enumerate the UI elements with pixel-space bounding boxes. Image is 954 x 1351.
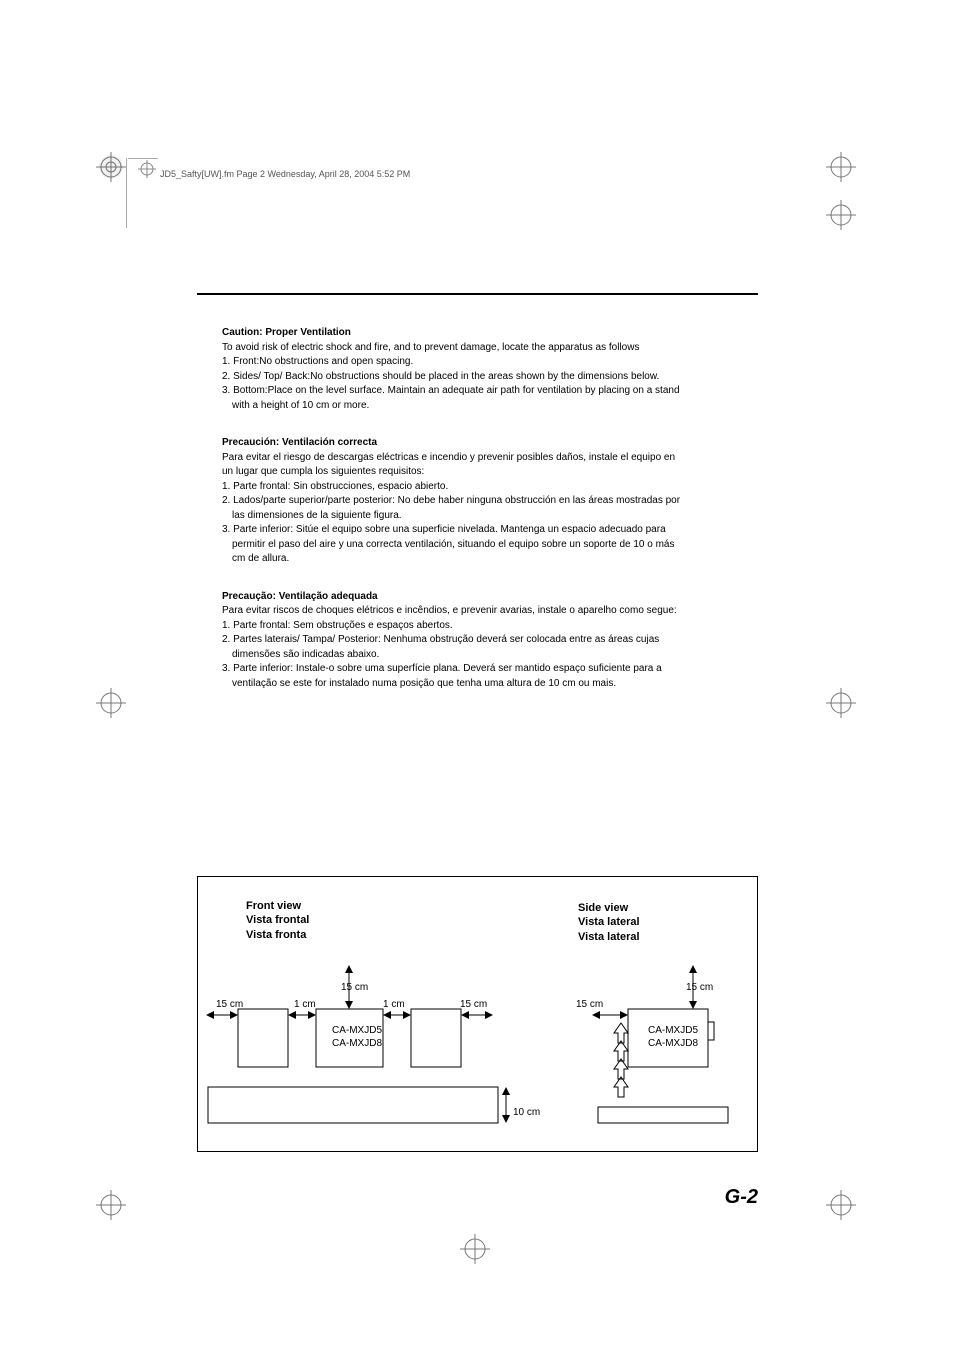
content-area: Caution: Proper Ventilation To avoid ris… bbox=[222, 326, 742, 714]
registration-mark-icon bbox=[826, 688, 856, 718]
registration-mark-icon bbox=[826, 200, 856, 230]
pt-item1: 1. Parte frontal: Sem obstruções e espaç… bbox=[222, 619, 742, 633]
front-view-title: Front view Vista frontal Vista fronta bbox=[246, 899, 309, 942]
side-view-title: Side view Vista lateral Vista lateral bbox=[578, 901, 640, 944]
registration-mark-icon bbox=[96, 688, 126, 718]
en-item3a: 3. Bottom:Place on the level surface. Ma… bbox=[222, 384, 742, 398]
diagram-svg bbox=[198, 947, 759, 1153]
es-item1: 1. Parte frontal: Sin obstrucciones, esp… bbox=[222, 480, 742, 494]
section-spanish: Precaución: Ventilación correcta Para ev… bbox=[222, 436, 742, 566]
es-item2b: las dimensiones de la siguiente figura. bbox=[222, 509, 742, 523]
es-intro2: un lugar que cumpla los siguientes requi… bbox=[222, 465, 742, 479]
pt-item2a: 2. Partes laterais/ Tampa/ Posterior: Ne… bbox=[222, 633, 742, 647]
es-intro1: Para evitar el riesgo de descargas eléct… bbox=[222, 451, 742, 465]
page-number: G-2 bbox=[725, 1186, 758, 1209]
document-icon bbox=[138, 160, 156, 178]
section-title-en: Caution: Proper Ventilation bbox=[222, 326, 742, 340]
registration-mark-icon bbox=[460, 1234, 490, 1264]
registration-mark-icon bbox=[96, 152, 126, 182]
es-item3b: permitir el paso del aire y una correcta… bbox=[222, 538, 742, 552]
pt-item3b: ventilação se este for instalado numa po… bbox=[222, 677, 742, 691]
es-item3a: 3. Parte inferior: Sitúe el equipo sobre… bbox=[222, 523, 742, 537]
page-header-text: JD5_Safty[UW].fm Page 2 Wednesday, April… bbox=[160, 169, 410, 179]
pt-intro: Para evitar riscos de choques elétricos … bbox=[222, 604, 742, 618]
pt-item2b: dimensões são indicadas abaixo. bbox=[222, 648, 742, 662]
section-english: Caution: Proper Ventilation To avoid ris… bbox=[222, 326, 742, 412]
es-item2a: 2. Lados/parte superior/parte posterior:… bbox=[222, 494, 742, 508]
section-portuguese: Precaução: Ventilação adequada Para evit… bbox=[222, 590, 742, 691]
en-item3b: with a height of 10 cm or more. bbox=[222, 399, 742, 413]
pt-item3a: 3. Parte inferior: Instale-o sobre uma s… bbox=[222, 662, 742, 676]
registration-mark-icon bbox=[826, 1190, 856, 1220]
frame-line bbox=[126, 158, 128, 228]
section-title-pt: Precaução: Ventilação adequada bbox=[222, 590, 742, 604]
section-title-es: Precaución: Ventilación correcta bbox=[222, 436, 742, 450]
registration-mark-icon bbox=[96, 1190, 126, 1220]
ventilation-diagram: Front view Vista frontal Vista fronta Si… bbox=[197, 876, 758, 1152]
es-item3c: cm de allura. bbox=[222, 552, 742, 566]
en-item2: 2. Sides/ Top/ Back:No obstructions shou… bbox=[222, 370, 742, 384]
en-intro: To avoid risk of electric shock and fire… bbox=[222, 341, 742, 355]
registration-mark-icon bbox=[826, 152, 856, 182]
section-divider bbox=[197, 293, 758, 295]
en-item1: 1. Front:No obstructions and open spacin… bbox=[222, 355, 742, 369]
